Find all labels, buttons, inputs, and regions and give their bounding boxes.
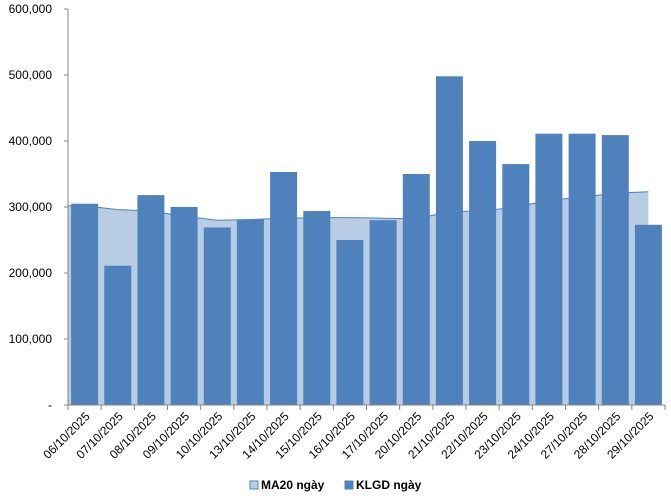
y-tick-label: 600,000 [9,2,53,16]
volume-bar [104,265,132,405]
y-tick-label: 400,000 [9,134,53,148]
legend-label: MA20 ngày [261,478,325,492]
plot-area [68,76,662,406]
volume-bar [601,135,629,405]
legend-swatch [249,480,259,490]
volume-bar [71,203,99,405]
volume-bar [502,164,530,405]
legend-swatch [344,480,354,490]
volume-bar [369,220,397,405]
volume-bar [634,224,662,405]
legend: MA20 ngày KLGD ngày [249,478,422,492]
volume-bar [303,211,331,405]
y-tick-label: 200,000 [9,266,53,280]
volume-bar [469,141,497,405]
y-axis: - 100,000 200,000 300,000 400,000 500,000 600,… [9,2,69,412]
volume-bar [270,172,298,405]
volume-bar [435,76,463,406]
volume-bar [236,219,264,405]
volume-bar [170,207,198,405]
legend-label: KLGD ngày [356,478,422,492]
y-tick-label: 100,000 [9,332,53,346]
volume-bar [203,227,231,405]
volume-bar [137,195,165,405]
y-tick-label: - [48,398,52,412]
volume-bar [402,174,430,405]
x-axis: 06/10/202507/10/202508/10/202509/10/2025… [40,404,666,462]
y-tick-label: 300,000 [9,200,53,214]
volume-bar [568,133,596,405]
volume-bar [336,240,364,405]
y-tick-label: 500,000 [9,68,53,82]
volume-bar [535,133,563,405]
